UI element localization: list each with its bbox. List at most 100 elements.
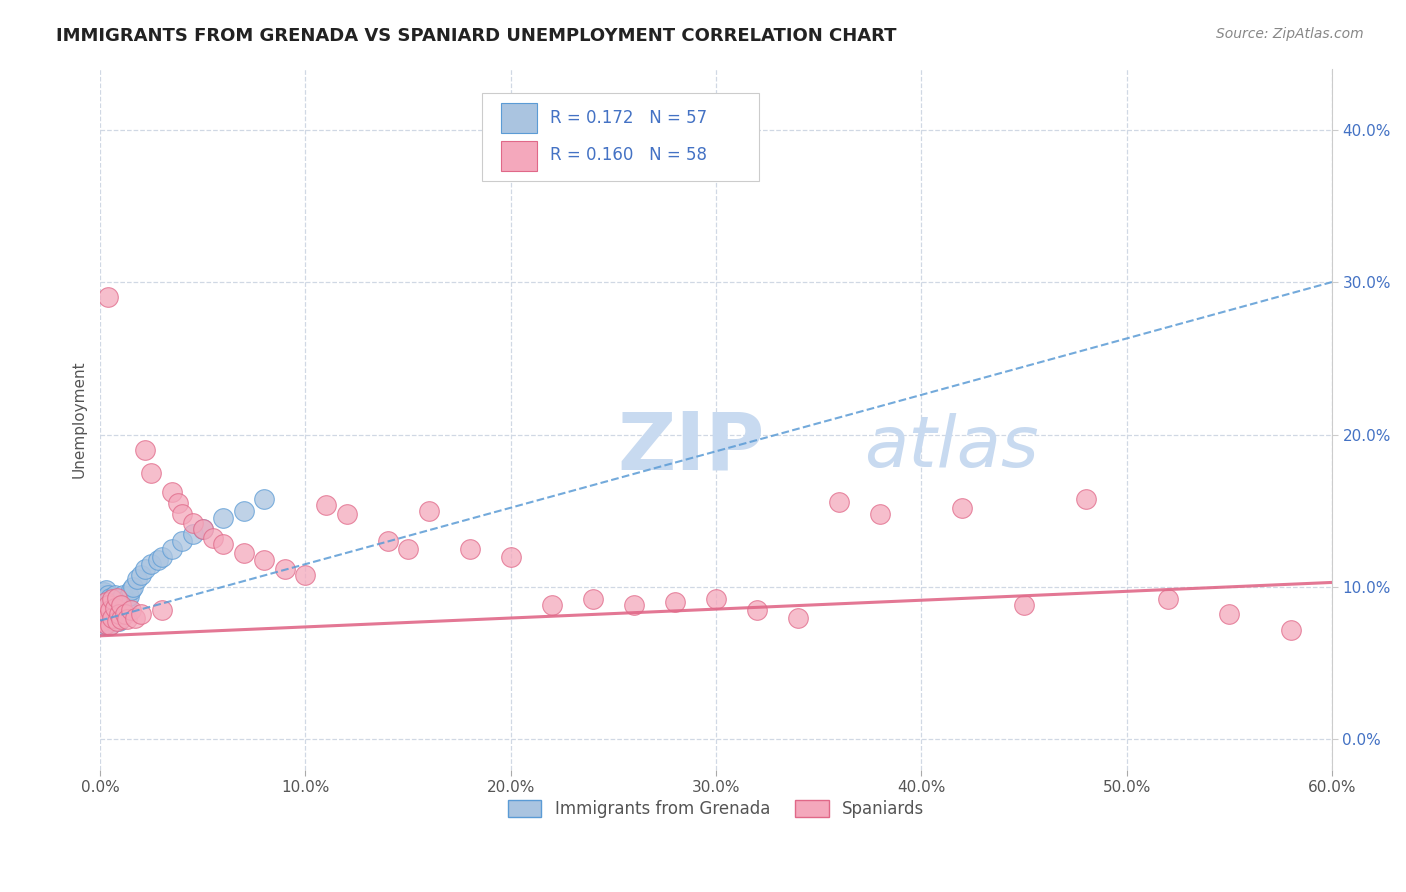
Point xyxy=(191,522,214,536)
Point xyxy=(100,618,122,632)
Point xyxy=(96,599,118,613)
Point xyxy=(315,498,337,512)
Point xyxy=(100,610,122,624)
Point xyxy=(202,531,225,545)
Point xyxy=(141,466,163,480)
Point xyxy=(118,589,141,603)
Point xyxy=(105,614,128,628)
Point xyxy=(105,591,128,605)
FancyBboxPatch shape xyxy=(501,141,537,170)
Point xyxy=(146,552,169,566)
Point xyxy=(212,537,235,551)
Point xyxy=(110,612,132,626)
Point xyxy=(97,606,120,620)
Point xyxy=(274,562,297,576)
Point xyxy=(212,511,235,525)
Point xyxy=(181,516,204,530)
Point xyxy=(191,522,214,536)
Text: R = 0.172   N = 57: R = 0.172 N = 57 xyxy=(550,110,707,128)
Point xyxy=(129,607,152,622)
Point xyxy=(110,607,132,622)
Point xyxy=(101,614,124,628)
Point xyxy=(101,592,124,607)
Point xyxy=(1218,607,1240,622)
Point xyxy=(93,603,115,617)
Point xyxy=(160,485,183,500)
Point xyxy=(160,541,183,556)
Point xyxy=(1279,623,1302,637)
Point xyxy=(100,601,122,615)
Legend: Immigrants from Grenada, Spaniards: Immigrants from Grenada, Spaniards xyxy=(502,793,931,825)
Point xyxy=(747,603,769,617)
Point xyxy=(101,603,124,617)
Point xyxy=(111,603,134,617)
Point xyxy=(115,595,138,609)
FancyBboxPatch shape xyxy=(482,93,759,181)
Point xyxy=(91,588,114,602)
Point xyxy=(97,595,120,609)
Point xyxy=(103,610,125,624)
Point xyxy=(105,595,128,609)
Point xyxy=(134,442,156,457)
Point xyxy=(100,618,122,632)
Point xyxy=(828,494,851,508)
Point xyxy=(91,614,114,628)
Point xyxy=(96,616,118,631)
Point xyxy=(97,607,120,622)
Point xyxy=(134,562,156,576)
Point xyxy=(114,599,136,613)
Point xyxy=(129,567,152,582)
Text: IMMIGRANTS FROM GRENADA VS SPANIARD UNEMPLOYMENT CORRELATION CHART: IMMIGRANTS FROM GRENADA VS SPANIARD UNEM… xyxy=(56,27,897,45)
Point xyxy=(96,610,118,624)
Point xyxy=(232,504,254,518)
Point xyxy=(787,610,810,624)
Text: atlas: atlas xyxy=(863,413,1039,482)
Point xyxy=(253,491,276,506)
Point xyxy=(418,504,440,518)
Point xyxy=(93,584,115,599)
Point xyxy=(91,599,114,613)
Point xyxy=(335,507,357,521)
Point xyxy=(952,500,974,515)
Point xyxy=(107,599,129,613)
Point xyxy=(96,595,118,609)
Point xyxy=(869,507,891,521)
Point xyxy=(127,573,149,587)
Point xyxy=(100,603,122,617)
Point xyxy=(97,290,120,304)
Point xyxy=(664,595,686,609)
Point xyxy=(96,606,118,620)
FancyBboxPatch shape xyxy=(501,103,537,133)
Point xyxy=(111,588,134,602)
Point xyxy=(97,614,120,628)
Text: ZIP: ZIP xyxy=(617,409,765,486)
Point xyxy=(704,592,727,607)
Point xyxy=(120,582,142,597)
Point xyxy=(103,601,125,615)
Point xyxy=(114,607,136,622)
Point xyxy=(96,582,118,597)
Point xyxy=(91,592,114,607)
Point xyxy=(1012,599,1035,613)
Y-axis label: Unemployment: Unemployment xyxy=(72,360,86,478)
Point xyxy=(499,549,522,564)
Point xyxy=(107,607,129,622)
Point xyxy=(97,588,120,602)
Point xyxy=(120,603,142,617)
Point xyxy=(115,612,138,626)
Point xyxy=(294,567,316,582)
Point xyxy=(172,507,194,521)
Point xyxy=(110,599,132,613)
Point xyxy=(253,552,276,566)
Point xyxy=(93,591,115,605)
Point xyxy=(105,607,128,622)
Point xyxy=(167,496,190,510)
Point xyxy=(101,610,124,624)
Point xyxy=(96,616,118,631)
Point xyxy=(582,592,605,607)
Point xyxy=(181,526,204,541)
Point xyxy=(172,534,194,549)
Point xyxy=(122,580,145,594)
Point xyxy=(150,549,173,564)
Point xyxy=(124,610,146,624)
